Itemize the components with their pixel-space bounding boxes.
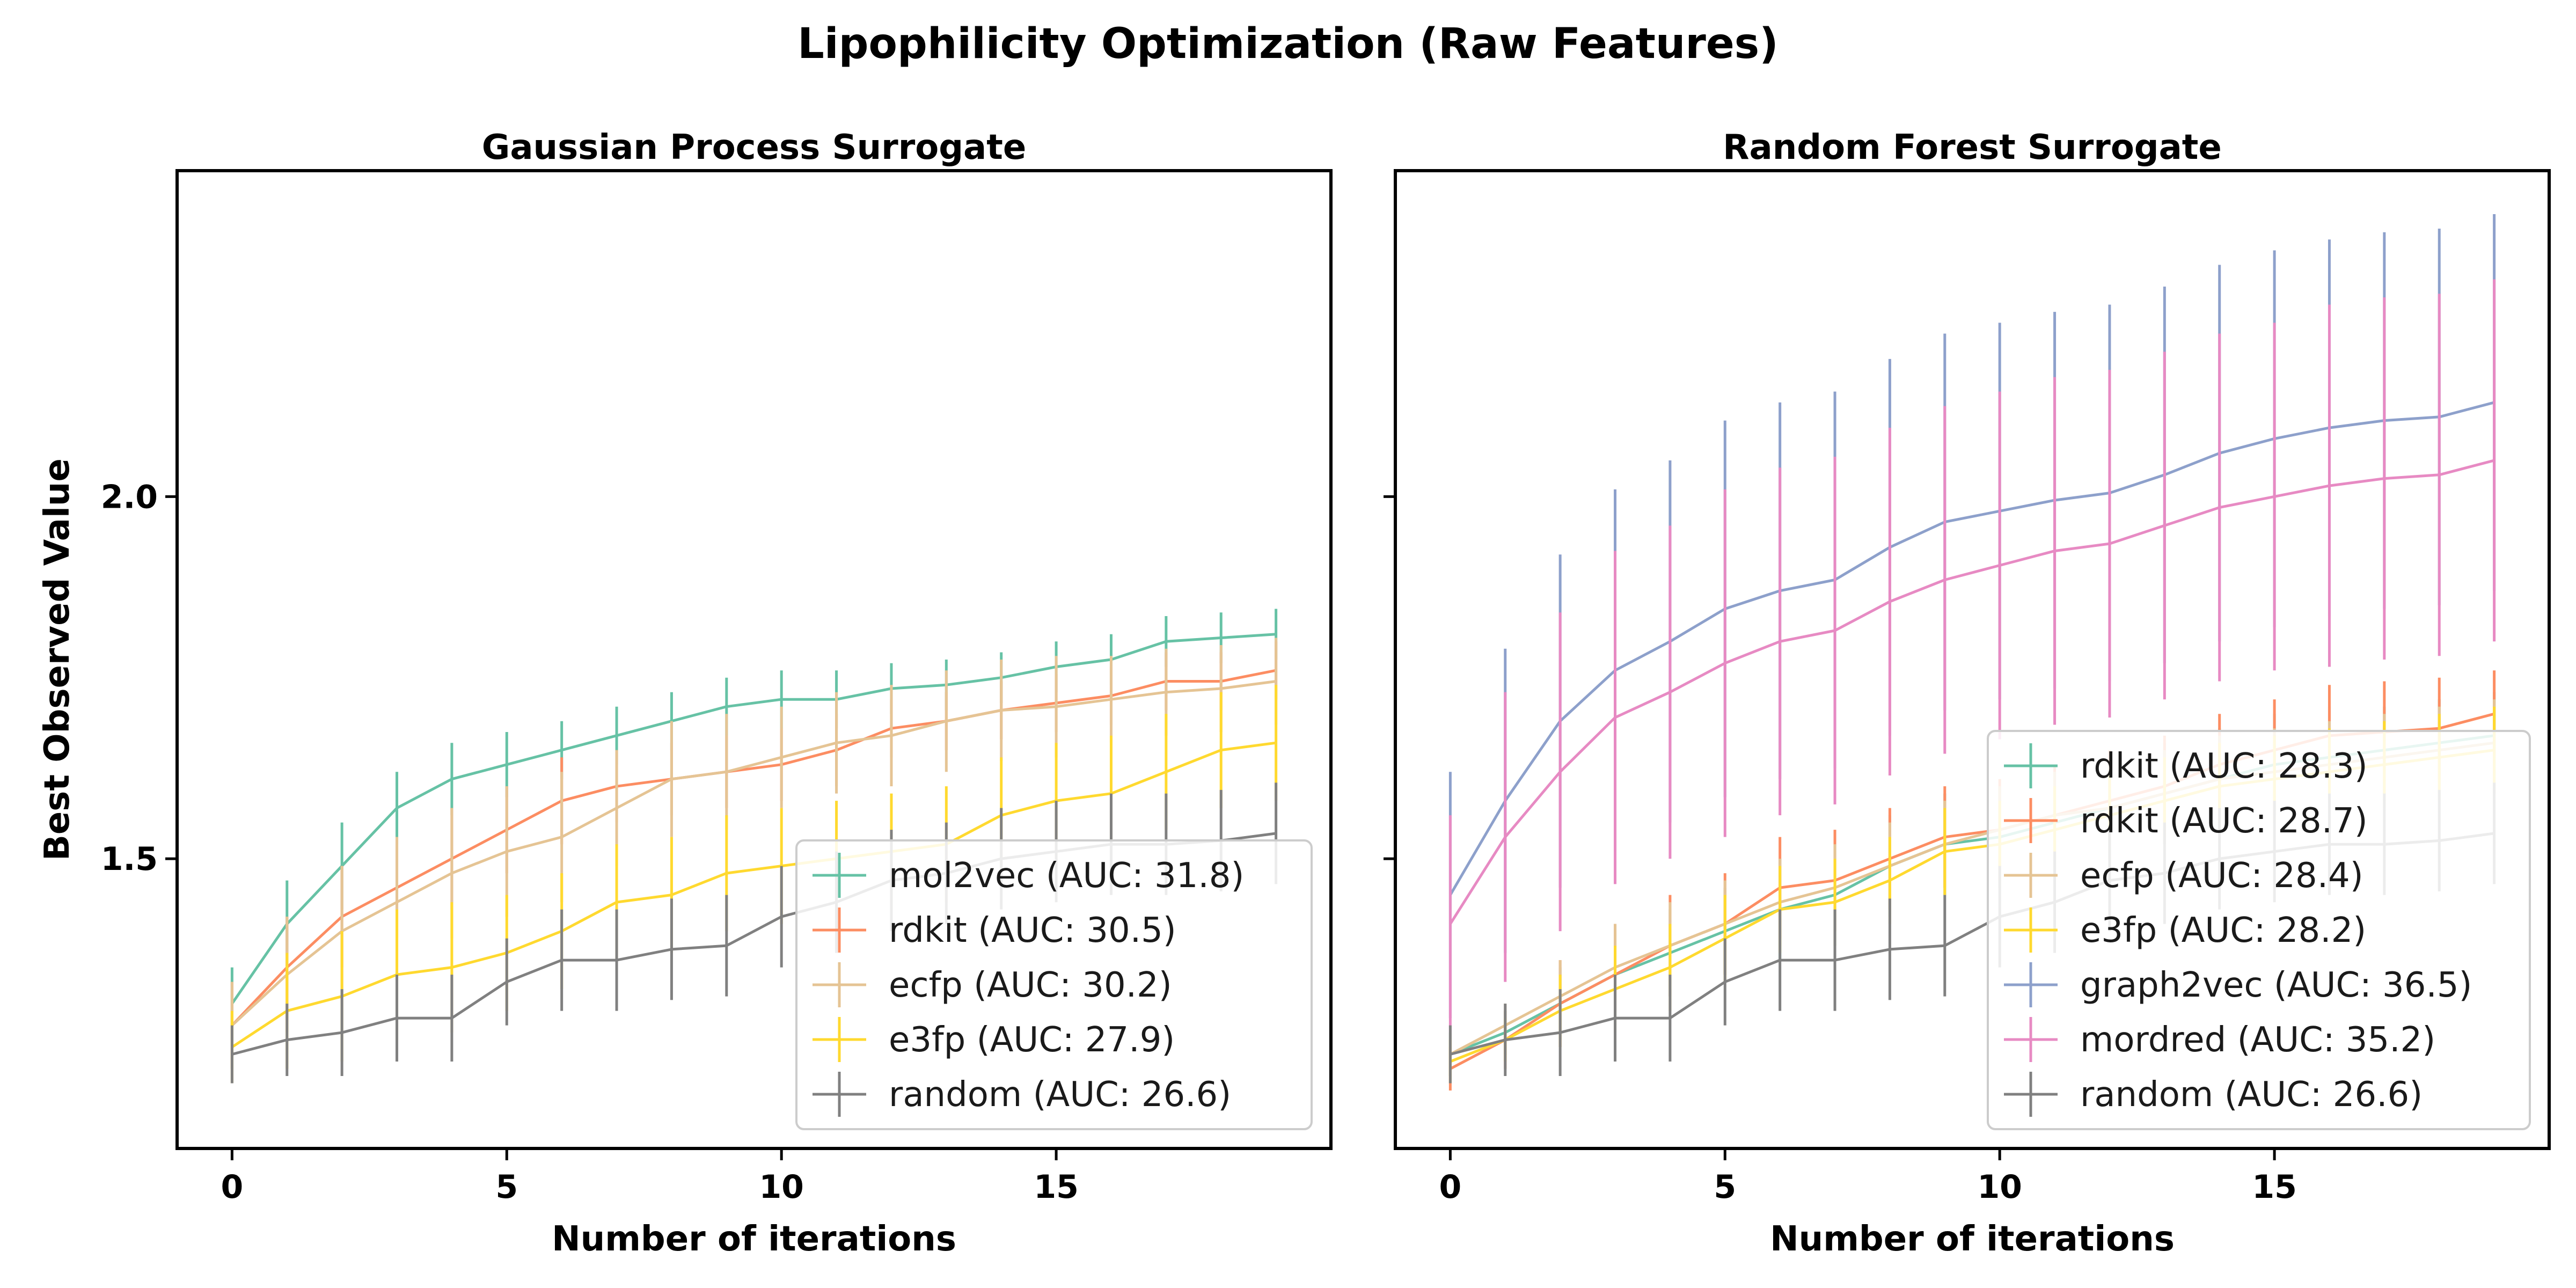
legend-box bbox=[795, 839, 1313, 1130]
panel-gaussian-process: Gaussian Process Surrogate 0 5 10 15 1.5 2.0 Nu… bbox=[38, 128, 1333, 1259]
legend-entry: rdkit (AUC: 28.7) bbox=[2080, 801, 2368, 841]
legend-entry: rdkit (AUC: 28.3) bbox=[2080, 747, 2368, 786]
figure-title: Lipophilicity Optimization (Raw Features… bbox=[797, 20, 1779, 68]
panel-title: Gaussian Process Surrogate bbox=[482, 128, 1026, 167]
x-axis-label: Number of iterations bbox=[552, 1219, 956, 1259]
legend-entry: ecfp (AUC: 28.4) bbox=[2080, 856, 2363, 896]
axes-frame bbox=[1394, 169, 2551, 1150]
y-tick-label: 2.0 bbox=[101, 478, 158, 516]
x-tick-label: 10 bbox=[1977, 1168, 2022, 1206]
series-line bbox=[231, 633, 1276, 1005]
series-5 bbox=[1448, 279, 2496, 1033]
legend-entry: graph2vec (AUC: 36.5) bbox=[2080, 965, 2472, 1005]
legend-entry: ecfp (AUC: 30.2) bbox=[889, 965, 1172, 1005]
legend-entry: rdkit (AUC: 30.5) bbox=[889, 911, 1176, 950]
legend: rdkit (AUC: 28.3) rdkit (AUC: 28.7) ecfp (… bbox=[1987, 730, 2531, 1130]
series-line bbox=[1449, 459, 2495, 925]
axes-frame bbox=[175, 169, 1333, 1150]
panel-title: Random Forest Surrogate bbox=[1723, 128, 2222, 167]
legend-entry: e3fp (AUC: 27.9) bbox=[889, 1020, 1175, 1060]
series-line bbox=[231, 741, 1276, 1049]
x-tick-label: 15 bbox=[2252, 1168, 2297, 1206]
legend: mol2vec (AUC: 31.8) rdkit (AUC: 30.5) ecfp… bbox=[795, 839, 1313, 1130]
x-tick-label: 5 bbox=[495, 1168, 518, 1206]
x-axis-label: Number of iterations bbox=[1770, 1219, 2175, 1259]
legend-box bbox=[1987, 730, 2531, 1130]
legend-entry: mol2vec (AUC: 31.8) bbox=[889, 856, 1244, 896]
x-tick-label: 0 bbox=[1439, 1168, 1462, 1206]
legend-entry: mordred (AUC: 35.2) bbox=[2080, 1020, 2435, 1060]
y-tick-label: 1.5 bbox=[101, 840, 158, 878]
legend-entry: random (AUC: 26.6) bbox=[889, 1075, 1231, 1115]
series-line bbox=[231, 669, 1277, 1027]
legend-entry: random (AUC: 26.6) bbox=[2080, 1075, 2423, 1115]
panel-random-forest: Random Forest Surrogate 0 5 10 15 Number of i… bbox=[1384, 128, 2551, 1259]
legend-entry: e3fp (AUC: 28.2) bbox=[2080, 911, 2366, 950]
series-line bbox=[231, 680, 1276, 1027]
series-line bbox=[1449, 401, 2495, 896]
x-tick-label: 0 bbox=[221, 1168, 244, 1206]
x-tick-label: 10 bbox=[759, 1168, 804, 1206]
x-tick-label: 5 bbox=[1714, 1168, 1736, 1206]
y-axis-label: Best Observed Value bbox=[38, 458, 77, 861]
x-tick-label: 15 bbox=[1034, 1168, 1079, 1206]
